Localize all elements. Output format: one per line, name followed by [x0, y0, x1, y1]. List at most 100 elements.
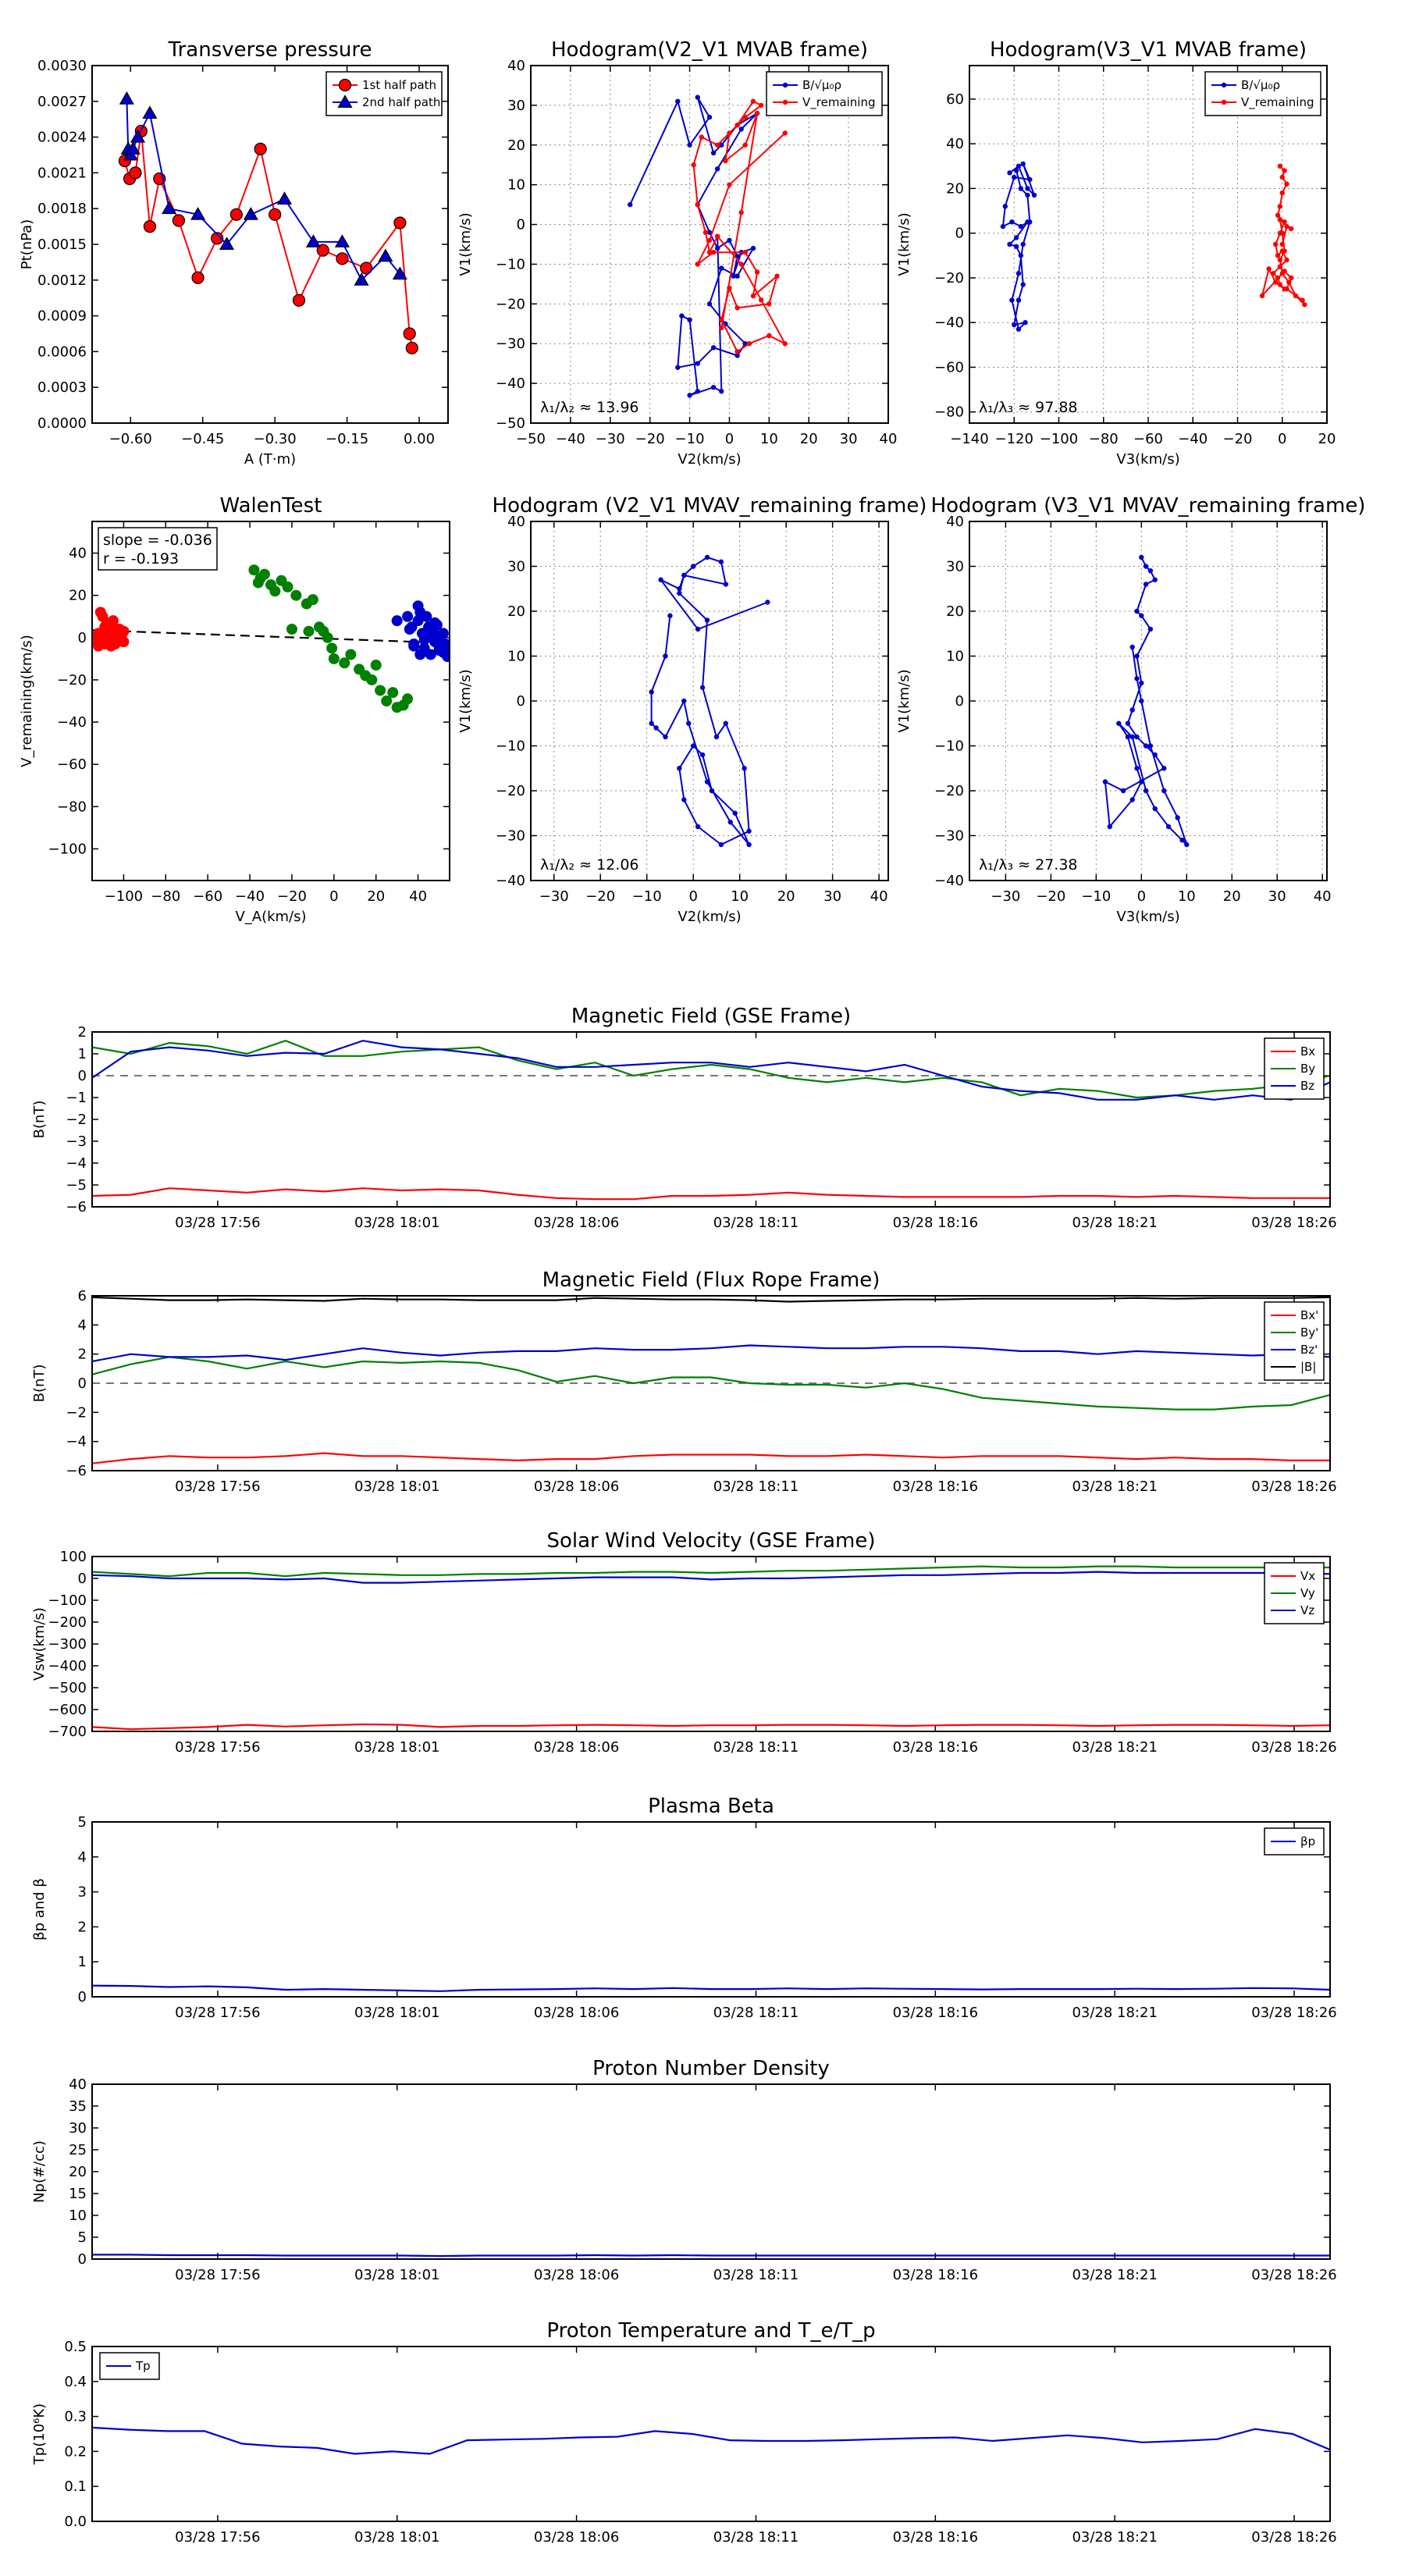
- data-point: [107, 615, 119, 627]
- x-tick-label: 0: [688, 888, 697, 905]
- chart-title: Proton Number Density: [592, 2057, 830, 2080]
- data-point: [1139, 698, 1144, 704]
- x-tick-label: −20: [1036, 888, 1065, 905]
- y-tick-label: 20: [946, 603, 964, 620]
- data-point: [727, 285, 732, 291]
- data-point: [1152, 806, 1158, 812]
- data-point: [1139, 613, 1144, 618]
- series-line: [92, 1984, 1330, 1992]
- data-point: [1018, 186, 1024, 191]
- data-point: [1279, 190, 1285, 196]
- data-point: [1007, 170, 1012, 176]
- x-tick-label: 03/28 18:06: [534, 2005, 619, 2021]
- data-point: [191, 271, 205, 284]
- y-tick-label: −80: [57, 799, 87, 815]
- data-point: [649, 689, 654, 695]
- x-tick-label: −40: [235, 888, 265, 905]
- y-tick-label: 0: [78, 1571, 87, 1587]
- data-point: [1279, 174, 1285, 180]
- y-tick-label: 0.0003: [37, 379, 87, 396]
- data-point: [322, 632, 333, 643]
- chart-title: Plasma Beta: [648, 1795, 774, 1818]
- data-point: [746, 341, 752, 347]
- x-tick-label: −140: [950, 431, 988, 447]
- y-tick-label: 0.0: [64, 2514, 87, 2530]
- data-point: [649, 720, 654, 726]
- y-tick-label: 40: [69, 546, 87, 562]
- x-tick-label: 03/28 18:01: [354, 2267, 439, 2283]
- y-tick-label: 6: [78, 1288, 87, 1304]
- data-point: [402, 693, 414, 705]
- data-point: [735, 305, 740, 311]
- x-tick-label: 03/28 18:06: [534, 1215, 619, 1231]
- y-tick-label: 20: [946, 180, 964, 197]
- data-point: [1284, 181, 1289, 187]
- legend-label: Bx': [1300, 1308, 1318, 1322]
- data-point: [663, 734, 668, 740]
- annotation-text: λ₁/λ₃ ≈ 27.38: [979, 856, 1078, 873]
- chart-title: Solar Wind Velocity (GSE Frame): [546, 1529, 875, 1553]
- data-point: [1007, 241, 1012, 247]
- y-tick-label: −20: [496, 296, 525, 312]
- plot-frame: [530, 521, 889, 881]
- legend-label: Tp: [135, 2359, 151, 2373]
- x-tick-label: 30: [823, 888, 841, 905]
- y-tick-label: 0.0030: [37, 58, 87, 74]
- data-point: [742, 114, 748, 120]
- data-point: [687, 317, 692, 322]
- data-point: [1134, 653, 1140, 659]
- data-point: [723, 720, 729, 726]
- data-point: [1277, 217, 1283, 222]
- data-point: [719, 325, 724, 331]
- data-point: [704, 554, 710, 560]
- y-tick-label: 30: [507, 98, 525, 114]
- data-point: [1300, 297, 1305, 303]
- x-tick-label: 03/28 18:11: [713, 2005, 799, 2021]
- fit-line: [92, 629, 450, 644]
- x-tick-label: 03/28 18:01: [354, 2005, 439, 2021]
- data-point: [695, 824, 701, 830]
- x-tick-label: 03/28 18:06: [534, 1478, 619, 1495]
- hodogram-v3-v1-mvab-chart: Hodogram(V3_V1 MVAB frame) −80 −60 −40 −20 0 2…: [896, 38, 1336, 468]
- data-point: [1161, 766, 1167, 771]
- data-point: [366, 674, 378, 685]
- data-point: [118, 636, 130, 648]
- x-tick-label: 03/28 18:21: [1072, 2529, 1157, 2546]
- data-point: [282, 581, 293, 592]
- x-axis-label: V3(km/s): [1116, 909, 1179, 925]
- data-point: [653, 725, 659, 731]
- data-point: [1002, 204, 1008, 209]
- y-tick-label: 40: [507, 58, 525, 74]
- y-tick-label: 10: [507, 177, 525, 194]
- data-point: [408, 640, 420, 652]
- data-point: [690, 743, 696, 749]
- data-point: [1289, 275, 1294, 281]
- x-tick-label: 40: [409, 888, 427, 905]
- y-tick-label: 0.0015: [37, 237, 87, 253]
- y-tick-label: −400: [48, 1658, 87, 1674]
- x-tick-label: −30: [991, 888, 1020, 905]
- data-point: [1266, 266, 1272, 272]
- data-point: [658, 577, 663, 582]
- data-point: [162, 201, 177, 215]
- data-point: [328, 653, 340, 664]
- data-point: [1279, 271, 1285, 276]
- data-point: [1277, 257, 1283, 263]
- data-point: [1027, 219, 1033, 225]
- data-point: [1165, 824, 1172, 830]
- y-tick-label: −80: [934, 404, 964, 421]
- data-point: [1271, 271, 1276, 276]
- y-tick-label: 0.4: [64, 2374, 87, 2390]
- y-tick-label: −100: [48, 841, 87, 857]
- x-tick-label: 03/28 18:16: [893, 2005, 978, 2021]
- x-tick-label: 03/28 18:16: [893, 1478, 978, 1495]
- data-point: [381, 696, 393, 706]
- x-tick-label: 03/28 18:06: [534, 2267, 619, 2283]
- y-tick-label: −100: [48, 1592, 87, 1609]
- x-tick-label: −0.15: [325, 431, 368, 447]
- legend-marker: [782, 82, 788, 88]
- data-point: [269, 585, 281, 597]
- data-point: [1293, 293, 1299, 299]
- y-tick-label: 40: [69, 2076, 87, 2093]
